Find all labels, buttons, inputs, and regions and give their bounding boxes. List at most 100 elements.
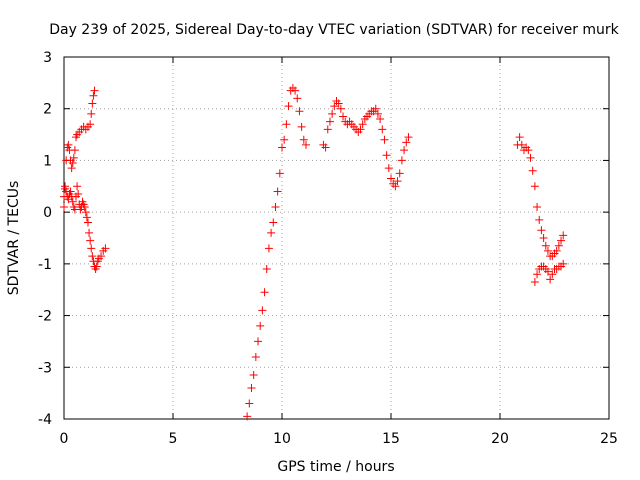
data-point [251, 352, 260, 361]
data-point [60, 202, 68, 211]
data-point [85, 228, 94, 237]
data-point [295, 107, 304, 116]
data-point [554, 241, 563, 250]
data-point [282, 120, 291, 129]
data-point [323, 125, 332, 134]
data-point [339, 112, 348, 121]
y-tick-label: 1 [43, 153, 52, 169]
data-point [539, 234, 548, 242]
data-point [530, 182, 539, 191]
data-point [82, 213, 91, 222]
data-point [541, 241, 550, 250]
data-point [526, 153, 535, 162]
data-point [284, 102, 293, 111]
data-point [391, 182, 400, 191]
data-point [68, 159, 77, 168]
data-point [262, 265, 271, 274]
data-point [533, 270, 542, 279]
series-midday-rise [243, 84, 310, 421]
data-point [336, 104, 345, 113]
data-point [67, 164, 76, 173]
data-point [249, 371, 258, 380]
data-point [334, 99, 343, 108]
data-point [395, 169, 404, 178]
data-point [557, 236, 566, 245]
data-point [543, 267, 552, 276]
data-point [243, 412, 252, 421]
data-point [260, 288, 269, 297]
data-point [86, 236, 95, 245]
grid [64, 57, 609, 419]
data-point [64, 140, 73, 149]
data-point [269, 218, 278, 227]
data-point [376, 115, 385, 124]
data-point [92, 262, 101, 271]
data-point [73, 182, 82, 191]
data-point [517, 140, 526, 149]
x-tick-label: 10 [273, 431, 291, 447]
data-point [273, 187, 282, 196]
data-point [247, 383, 256, 392]
data-point [546, 275, 555, 284]
data-point [69, 153, 78, 162]
data-point [83, 218, 92, 227]
data-point [86, 120, 95, 129]
data-point [325, 117, 334, 126]
data-point [371, 104, 380, 113]
data-point [397, 156, 406, 165]
series-early-upper [60, 86, 99, 211]
data-point [382, 151, 391, 160]
data-point [559, 259, 568, 268]
data-point [291, 86, 300, 95]
data-point [271, 202, 280, 211]
x-tick-label: 15 [382, 431, 400, 447]
y-tick-label: 0 [43, 205, 52, 221]
series-evening-lower [530, 259, 568, 286]
data-point [280, 135, 289, 144]
data-point [524, 146, 533, 155]
data-point [404, 133, 413, 142]
data-point [258, 306, 267, 315]
y-tick-label: 2 [43, 102, 52, 118]
data-point [297, 122, 306, 131]
x-tick-label: 25 [600, 431, 618, 447]
data-point [533, 202, 542, 211]
data-point [275, 169, 284, 178]
data-point [88, 252, 97, 261]
plot-frame [63, 56, 610, 420]
data-point [97, 252, 106, 261]
data-point [535, 215, 544, 224]
data-point [68, 197, 77, 206]
data-point [537, 226, 546, 235]
data-point [380, 135, 389, 144]
data-point [256, 321, 265, 330]
data-point [400, 146, 409, 155]
data-point [299, 135, 308, 144]
data-point [70, 146, 79, 155]
x-tick-label: 20 [491, 431, 509, 447]
y-tick-label: -1 [38, 257, 52, 273]
data-point [387, 174, 395, 183]
data-point [330, 102, 339, 111]
data-point [301, 140, 310, 149]
data-point [264, 244, 273, 253]
data-point [80, 202, 89, 211]
data-point [87, 109, 96, 118]
x-tick-label: 0 [60, 431, 69, 447]
data-point [278, 143, 286, 152]
data-point [293, 94, 302, 103]
data-point [89, 91, 98, 100]
y-tick-label: -4 [38, 412, 52, 428]
data-point [552, 246, 561, 255]
data-point [245, 399, 254, 408]
data-point [267, 228, 276, 237]
data-point [402, 138, 411, 147]
y-tick-label: -3 [38, 360, 52, 376]
data-point [393, 177, 402, 186]
data-point [515, 133, 524, 142]
axis-ticks: 0 5 10 15 20 25 -4 -3 -2 -1 0 1 2 3 [38, 50, 618, 447]
data-point [321, 143, 330, 152]
data-point [88, 99, 97, 108]
y-axis-label: SDTVAR / TECUs [6, 181, 22, 296]
